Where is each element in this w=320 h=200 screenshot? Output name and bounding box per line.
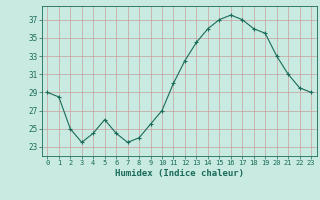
X-axis label: Humidex (Indice chaleur): Humidex (Indice chaleur) bbox=[115, 169, 244, 178]
